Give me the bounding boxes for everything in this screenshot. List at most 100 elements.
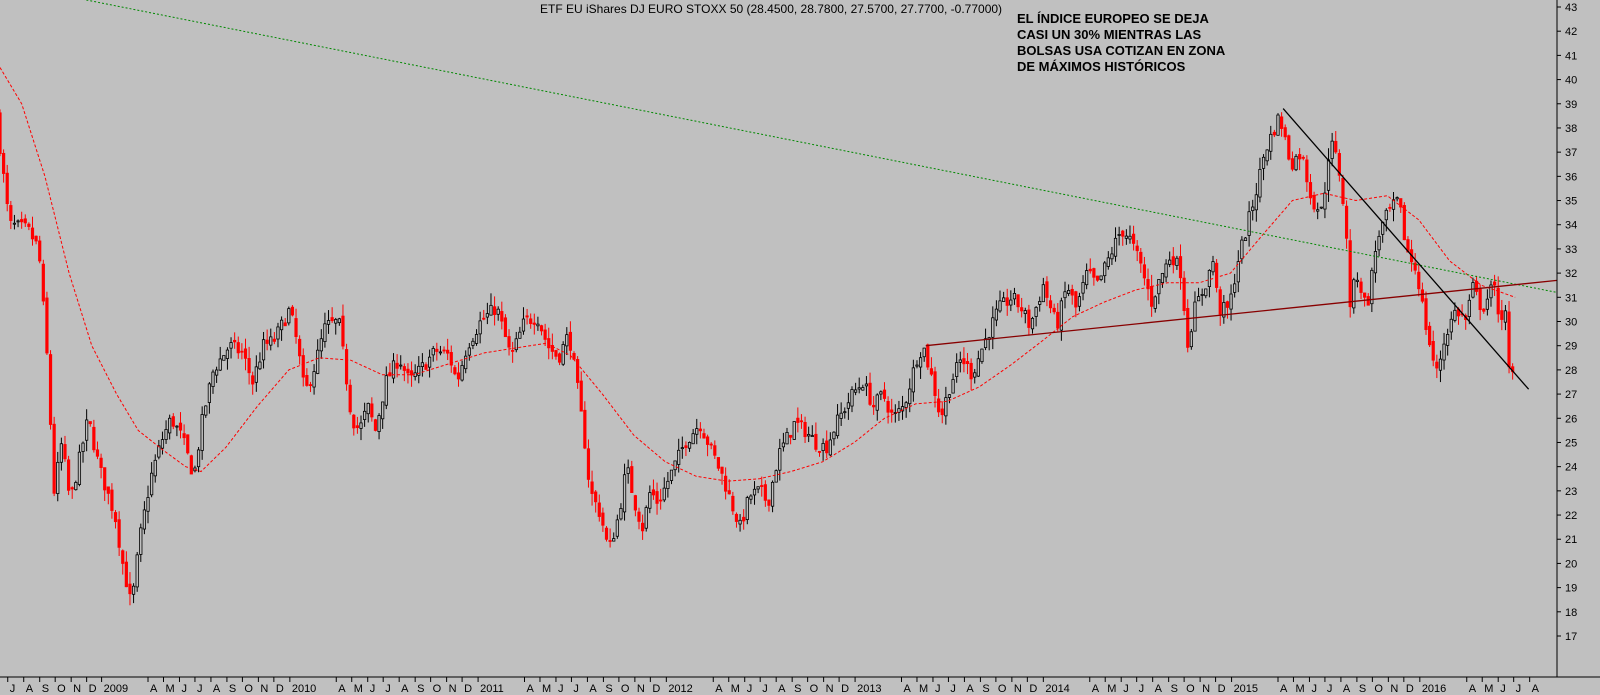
y-tick-label: 43 bbox=[1565, 2, 1577, 14]
candle bbox=[178, 412, 183, 439]
candle bbox=[2, 149, 6, 183]
candle bbox=[1308, 173, 1313, 205]
x-tick-label: O bbox=[1374, 683, 1383, 695]
candle bbox=[1215, 259, 1219, 293]
candle bbox=[1254, 182, 1258, 222]
candle bbox=[229, 337, 233, 359]
x-tick-label: M bbox=[165, 683, 174, 695]
x-tick-label: M bbox=[354, 683, 363, 695]
candle bbox=[1424, 291, 1428, 335]
candle bbox=[500, 301, 504, 330]
candle bbox=[160, 431, 165, 455]
y-tick-label: 31 bbox=[1565, 292, 1577, 304]
candle bbox=[406, 363, 410, 384]
candle bbox=[1182, 271, 1186, 316]
candle bbox=[644, 505, 648, 532]
candle bbox=[507, 329, 511, 356]
candle bbox=[95, 441, 100, 460]
x-tick-label: 2011 bbox=[480, 683, 504, 695]
candle bbox=[1027, 304, 1031, 336]
candle bbox=[1279, 112, 1284, 137]
candle bbox=[265, 329, 269, 351]
candle bbox=[193, 465, 197, 473]
candle bbox=[882, 382, 887, 402]
candle bbox=[742, 509, 746, 530]
candle bbox=[872, 395, 876, 415]
candle bbox=[1211, 255, 1215, 276]
candle bbox=[817, 450, 822, 457]
candle bbox=[1305, 155, 1309, 192]
candle bbox=[456, 362, 461, 387]
candle bbox=[467, 343, 471, 361]
candle bbox=[207, 382, 211, 414]
x-tick-label: O bbox=[621, 683, 630, 695]
candle bbox=[1485, 289, 1489, 316]
candle bbox=[316, 339, 320, 375]
candle bbox=[1344, 200, 1349, 249]
candle bbox=[1449, 311, 1453, 340]
candle bbox=[1016, 294, 1020, 313]
candle bbox=[1381, 221, 1385, 243]
y-tick-label: 20 bbox=[1565, 558, 1577, 570]
candle bbox=[1413, 253, 1417, 275]
x-tick-label: J bbox=[197, 683, 203, 695]
candle bbox=[399, 355, 403, 370]
candle bbox=[431, 345, 435, 362]
candle bbox=[807, 426, 811, 443]
y-tick-label: 41 bbox=[1565, 50, 1577, 62]
candle bbox=[684, 441, 688, 457]
x-tick-label: N bbox=[73, 683, 81, 695]
candle bbox=[890, 398, 894, 423]
candle bbox=[225, 347, 230, 370]
candle bbox=[168, 414, 172, 440]
x-tick-label: 2014 bbox=[1045, 683, 1069, 695]
candle bbox=[922, 347, 926, 362]
candle bbox=[52, 416, 56, 497]
candle bbox=[23, 214, 27, 227]
candle bbox=[1034, 306, 1038, 327]
candle bbox=[1063, 281, 1067, 309]
candle bbox=[1222, 294, 1226, 324]
candle bbox=[478, 311, 482, 344]
candle bbox=[864, 376, 869, 396]
candle bbox=[482, 309, 486, 321]
candle bbox=[875, 393, 879, 421]
candle bbox=[1233, 273, 1237, 298]
candle bbox=[157, 439, 161, 460]
x-tick-label: D bbox=[276, 683, 284, 695]
candle bbox=[539, 324, 544, 336]
candle bbox=[135, 552, 139, 592]
candle bbox=[1366, 293, 1370, 306]
candle bbox=[749, 494, 753, 505]
candle bbox=[1135, 240, 1139, 262]
candle bbox=[1471, 277, 1475, 299]
x-tick-label: 2009 bbox=[104, 683, 128, 695]
trendlines-layer bbox=[83, 0, 1558, 390]
candle bbox=[695, 418, 699, 445]
y-tick-label: 40 bbox=[1565, 75, 1577, 87]
candle bbox=[424, 362, 428, 370]
candle bbox=[1247, 201, 1251, 247]
candle bbox=[435, 342, 439, 361]
candle bbox=[655, 482, 659, 515]
y-tick-label: 32 bbox=[1565, 268, 1577, 280]
candle bbox=[850, 386, 854, 413]
candle bbox=[352, 414, 356, 436]
candle bbox=[937, 388, 941, 418]
candle bbox=[200, 406, 204, 460]
x-tick-label: N bbox=[826, 683, 834, 695]
candle bbox=[1402, 202, 1406, 241]
candle bbox=[70, 486, 74, 499]
candle bbox=[1113, 227, 1118, 262]
x-tick-label: M bbox=[1484, 683, 1493, 695]
candle bbox=[1142, 256, 1147, 286]
x-tick-label: J bbox=[573, 683, 579, 695]
candle bbox=[290, 305, 295, 317]
candle bbox=[973, 368, 977, 384]
candle bbox=[590, 470, 594, 506]
x-tick-label: M bbox=[542, 683, 551, 695]
candle bbox=[745, 495, 749, 525]
candle bbox=[1370, 267, 1374, 313]
x-tick-label: O bbox=[998, 683, 1007, 695]
